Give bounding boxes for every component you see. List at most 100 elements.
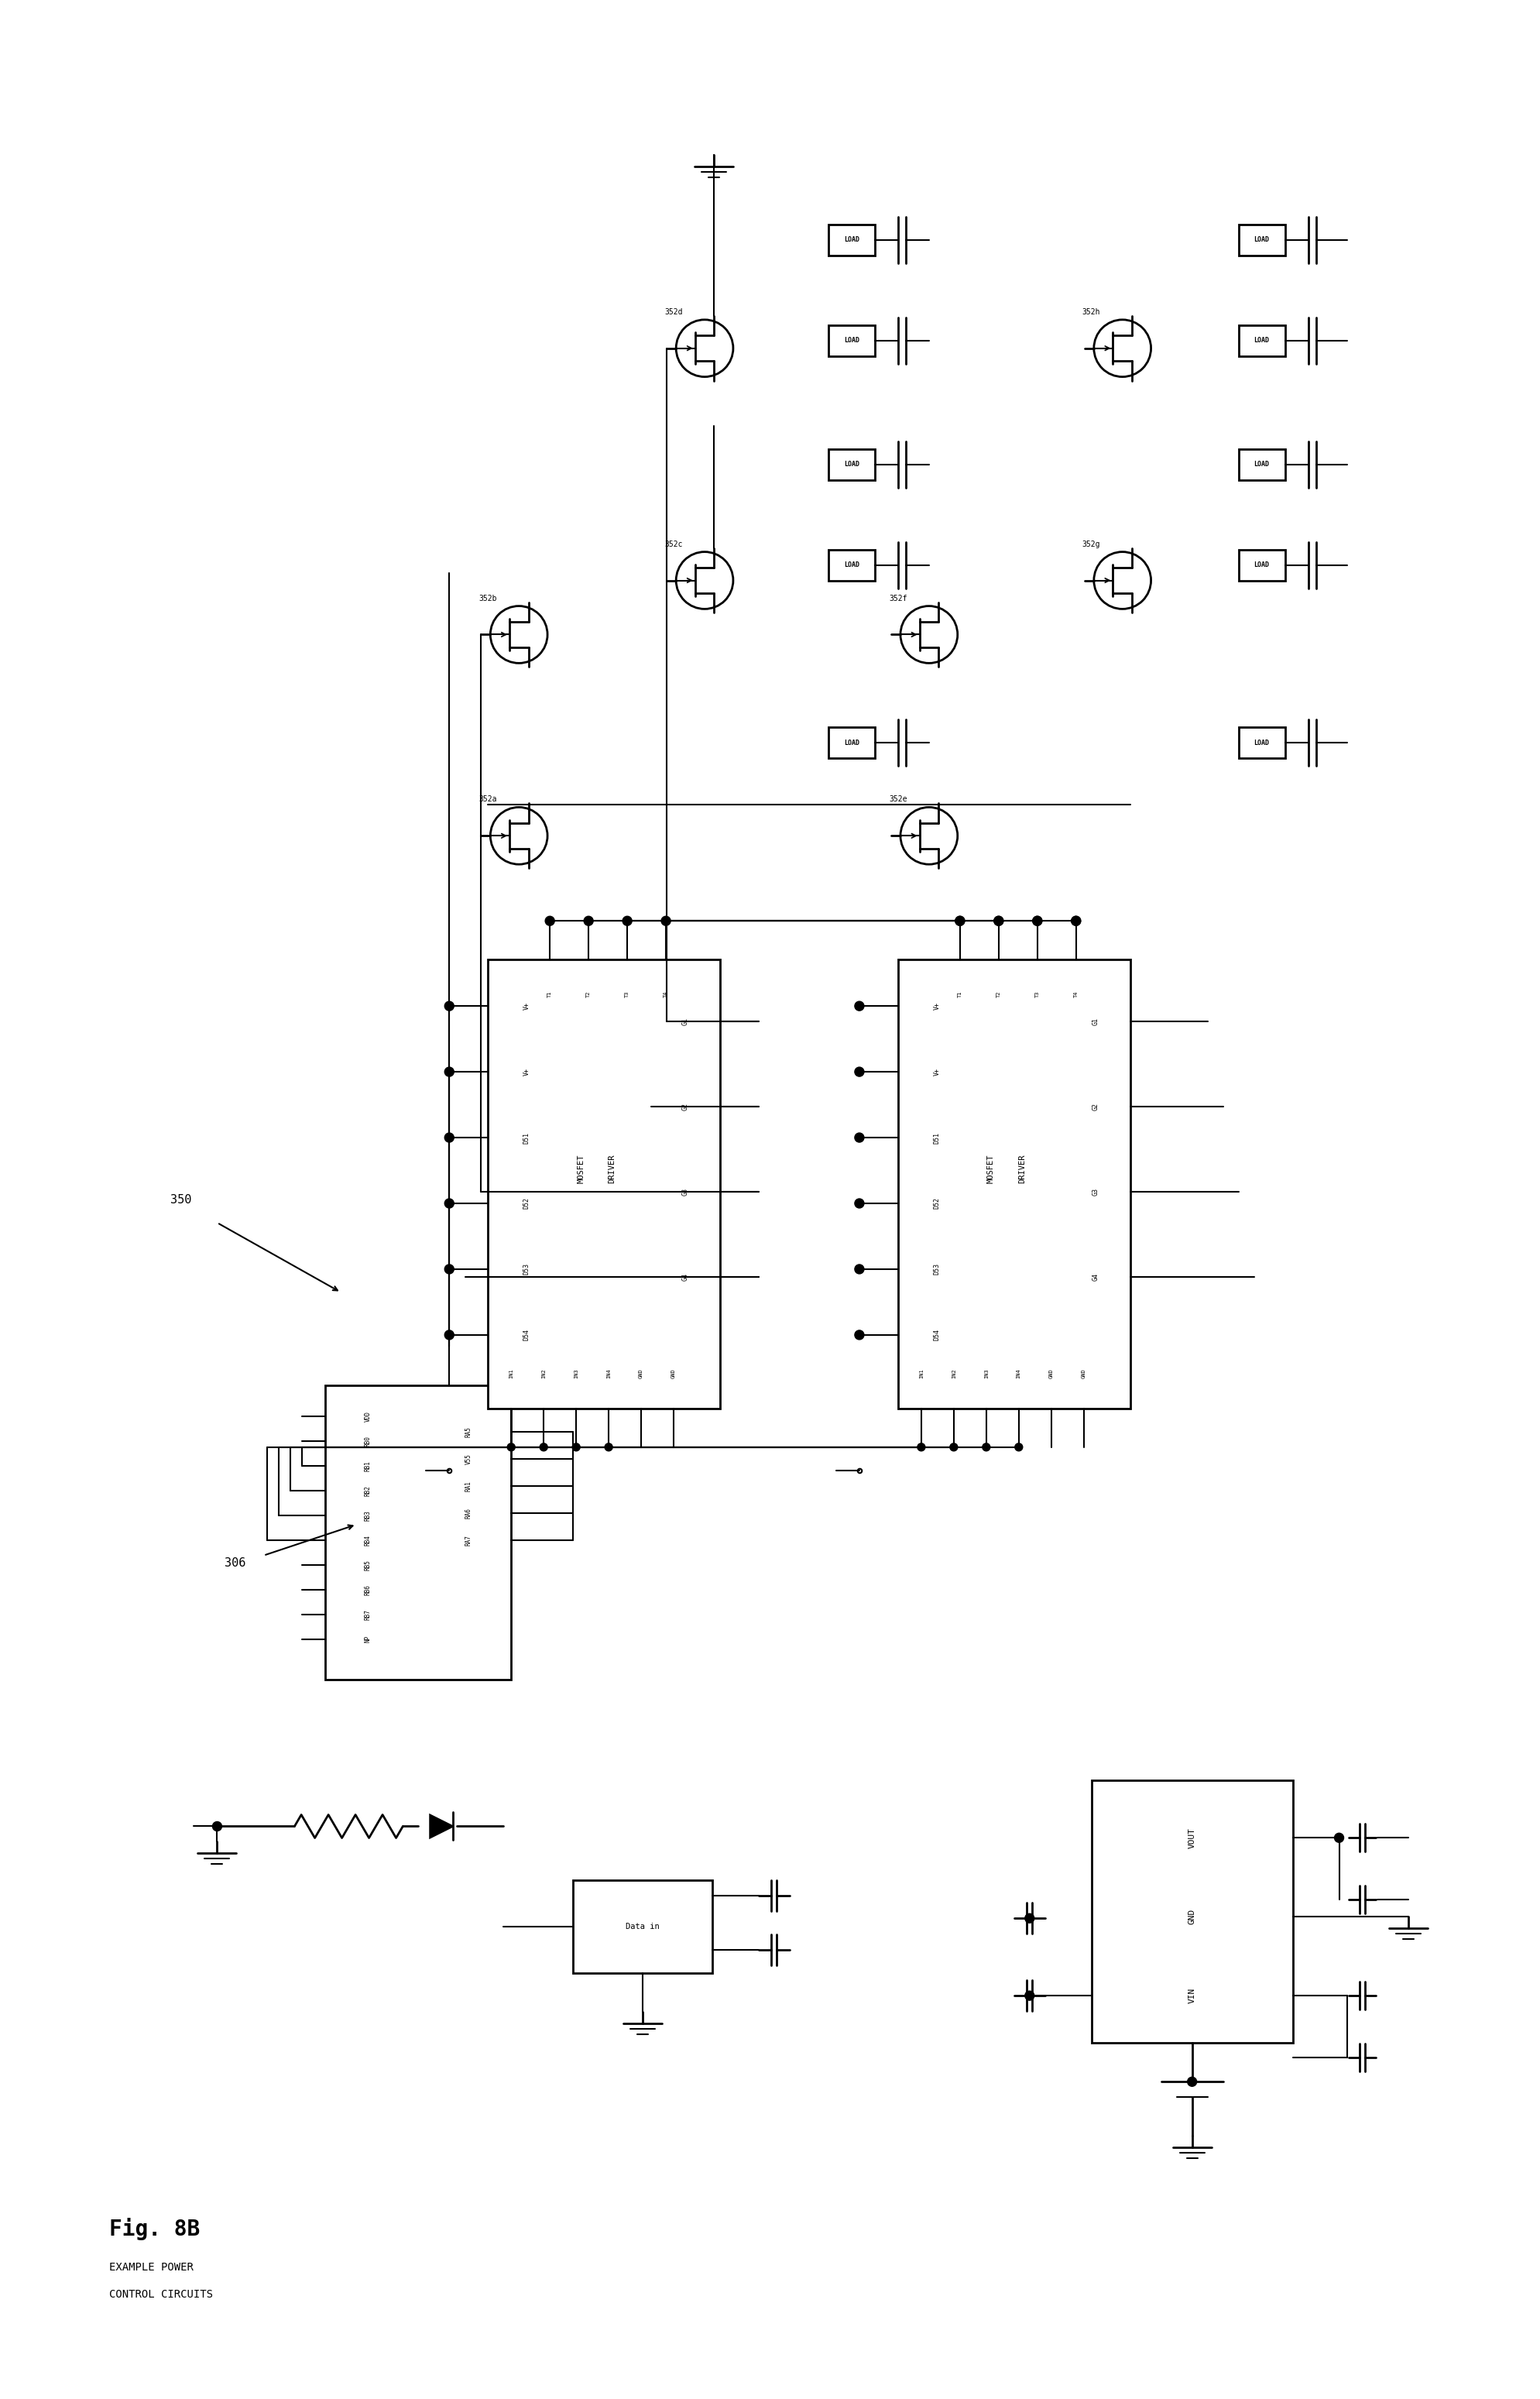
Text: LOAD: LOAD (1254, 461, 1269, 468)
Text: T1: T1 (547, 991, 551, 998)
Circle shape (855, 1068, 864, 1077)
Text: 352g: 352g (1081, 540, 1100, 547)
Text: 352h: 352h (1081, 307, 1100, 317)
Text: 350: 350 (171, 1195, 192, 1204)
Text: RB7: RB7 (365, 1610, 371, 1619)
Text: LOAD: LOAD (844, 461, 859, 468)
Circle shape (213, 1821, 222, 1830)
Text: DRIVER: DRIVER (1018, 1154, 1026, 1183)
Circle shape (993, 916, 1003, 926)
Text: IN4: IN4 (1016, 1370, 1021, 1379)
Bar (488, 960, 719, 1408)
Circle shape (571, 1444, 579, 1451)
Bar (829, 324, 875, 355)
Circle shape (1032, 916, 1041, 926)
Circle shape (445, 1264, 454, 1274)
Text: LOAD: LOAD (844, 238, 859, 242)
Circle shape (1187, 2078, 1197, 2087)
Circle shape (507, 1444, 514, 1451)
Circle shape (950, 1444, 958, 1451)
Text: V+: V+ (933, 1068, 939, 1075)
Text: T2: T2 (585, 991, 590, 998)
Text: RA1: RA1 (465, 1480, 471, 1492)
Text: RB1: RB1 (365, 1461, 371, 1471)
Text: IN1: IN1 (508, 1370, 513, 1379)
Text: NP: NP (365, 1636, 371, 1643)
Text: IN3: IN3 (573, 1370, 578, 1379)
Text: GND: GND (671, 1370, 676, 1379)
Text: RA6: RA6 (465, 1507, 471, 1519)
Text: D53: D53 (524, 1264, 530, 1274)
Text: VDD: VDD (365, 1411, 371, 1423)
Text: LOAD: LOAD (844, 739, 859, 746)
Bar (325, 1384, 511, 1679)
Text: LOAD: LOAD (844, 336, 859, 343)
Text: IN2: IN2 (541, 1370, 545, 1379)
Text: GND: GND (1049, 1370, 1053, 1379)
Text: IN2: IN2 (952, 1370, 956, 1379)
Circle shape (445, 1000, 454, 1010)
Circle shape (1032, 916, 1041, 926)
Text: RA7: RA7 (465, 1535, 471, 1545)
Text: V+: V+ (933, 1003, 939, 1010)
Circle shape (622, 916, 631, 926)
Circle shape (545, 916, 554, 926)
Text: GND: GND (1187, 1910, 1195, 1924)
Text: G2: G2 (681, 1104, 688, 1111)
Bar (829, 226, 875, 254)
Text: IN1: IN1 (918, 1370, 922, 1379)
Circle shape (855, 1331, 864, 1339)
Bar (1090, 1780, 1292, 2044)
Text: G2: G2 (1092, 1104, 1098, 1111)
Bar (829, 549, 875, 581)
Text: IN4: IN4 (607, 1370, 611, 1379)
Text: G4: G4 (681, 1274, 688, 1281)
Text: RB6: RB6 (365, 1583, 371, 1595)
Text: EXAMPLE POWER: EXAMPLE POWER (109, 2262, 192, 2272)
Circle shape (661, 916, 670, 926)
Text: T2: T2 (996, 991, 1001, 998)
Circle shape (445, 1331, 454, 1339)
Text: RB3: RB3 (365, 1509, 371, 1521)
Text: D53: D53 (933, 1264, 939, 1274)
Text: 352f: 352f (889, 595, 907, 602)
Circle shape (855, 1200, 864, 1209)
Text: Fig. 8B: Fig. 8B (109, 2217, 200, 2241)
Text: LOAD: LOAD (1254, 561, 1269, 569)
Text: G1: G1 (1092, 1017, 1098, 1024)
Text: LOAD: LOAD (1254, 336, 1269, 343)
Text: 352c: 352c (664, 540, 682, 547)
Circle shape (584, 916, 593, 926)
Text: DRIVER: DRIVER (608, 1154, 616, 1183)
Circle shape (1334, 1833, 1343, 1842)
Text: LOAD: LOAD (844, 561, 859, 569)
Bar (1238, 549, 1284, 581)
Text: MOSFET: MOSFET (987, 1154, 995, 1183)
Circle shape (983, 1444, 990, 1451)
Text: CONTROL CIRCUITS: CONTROL CIRCUITS (109, 2289, 213, 2301)
Text: VOUT: VOUT (1187, 1828, 1195, 1847)
Text: 352d: 352d (664, 307, 682, 317)
Circle shape (955, 916, 964, 926)
Text: V+: V+ (524, 1068, 530, 1075)
Text: RB0: RB0 (365, 1435, 371, 1447)
Circle shape (1015, 1444, 1023, 1451)
Text: V+: V+ (524, 1003, 530, 1010)
Text: D51: D51 (524, 1132, 530, 1144)
Text: 352b: 352b (479, 595, 497, 602)
Text: G4: G4 (1092, 1274, 1098, 1281)
Circle shape (855, 1132, 864, 1142)
Text: MOSFET: MOSFET (576, 1154, 584, 1183)
Text: D51: D51 (933, 1132, 939, 1144)
Text: T4: T4 (1073, 991, 1078, 998)
Text: D54: D54 (933, 1329, 939, 1341)
Text: RB4: RB4 (365, 1535, 371, 1545)
Bar (829, 449, 875, 480)
Bar (1238, 324, 1284, 355)
Text: RB2: RB2 (365, 1485, 371, 1497)
Text: LOAD: LOAD (1254, 739, 1269, 746)
Bar (1238, 226, 1284, 254)
Text: GND: GND (639, 1370, 644, 1379)
Text: LOAD: LOAD (1254, 238, 1269, 242)
Circle shape (1070, 916, 1080, 926)
